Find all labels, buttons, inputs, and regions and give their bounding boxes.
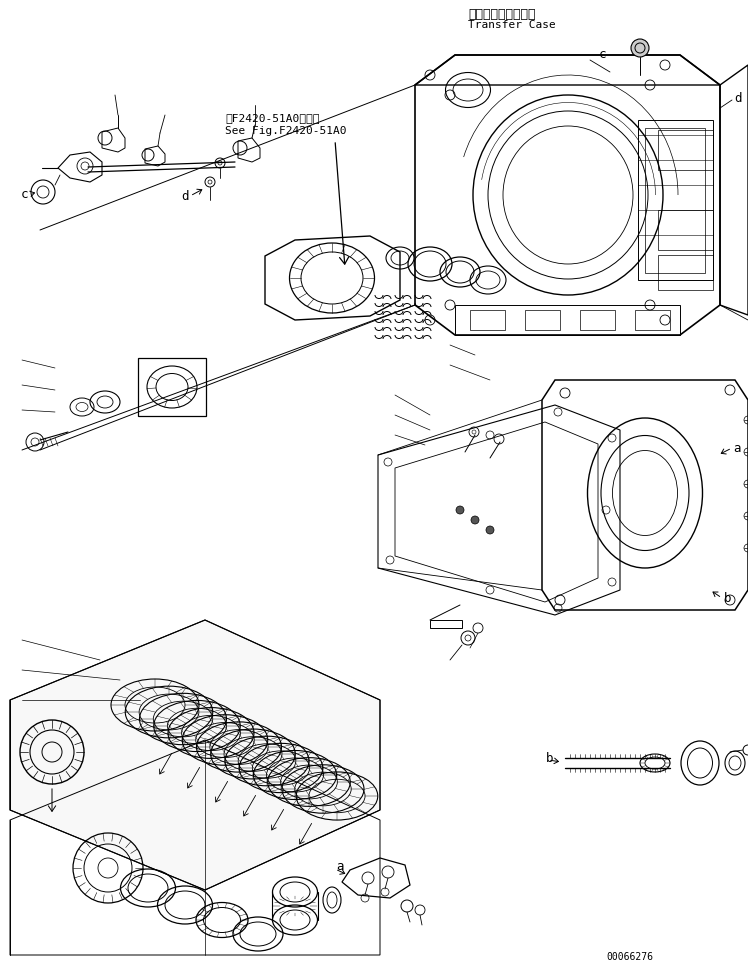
Text: a: a bbox=[337, 860, 344, 872]
Text: 第F2420-51A0図参照: 第F2420-51A0図参照 bbox=[225, 113, 319, 123]
Text: d: d bbox=[181, 189, 188, 203]
Text: c: c bbox=[21, 187, 28, 201]
Bar bbox=[645, 128, 705, 273]
Bar bbox=[138, 358, 206, 416]
Bar bbox=[525, 310, 560, 330]
Bar bbox=[658, 255, 713, 290]
Text: トランスファケース: トランスファケース bbox=[468, 8, 536, 21]
Text: b: b bbox=[724, 592, 732, 604]
Circle shape bbox=[471, 516, 479, 524]
Bar bbox=[658, 130, 713, 170]
Bar bbox=[638, 120, 713, 280]
Text: d: d bbox=[735, 92, 742, 104]
Bar bbox=[430, 620, 462, 628]
Text: Transfer Case: Transfer Case bbox=[468, 20, 556, 30]
Bar bbox=[580, 310, 615, 330]
Polygon shape bbox=[10, 620, 380, 890]
Circle shape bbox=[631, 39, 649, 57]
Circle shape bbox=[456, 506, 464, 514]
Text: a: a bbox=[733, 442, 741, 455]
Text: See Fig.F2420-51A0: See Fig.F2420-51A0 bbox=[225, 126, 346, 136]
Text: 00066276: 00066276 bbox=[607, 952, 654, 962]
Bar bbox=[635, 310, 670, 330]
Text: b: b bbox=[545, 752, 553, 764]
Bar bbox=[470, 310, 505, 330]
Bar bbox=[658, 210, 713, 250]
Text: c: c bbox=[599, 48, 607, 62]
Circle shape bbox=[486, 526, 494, 534]
